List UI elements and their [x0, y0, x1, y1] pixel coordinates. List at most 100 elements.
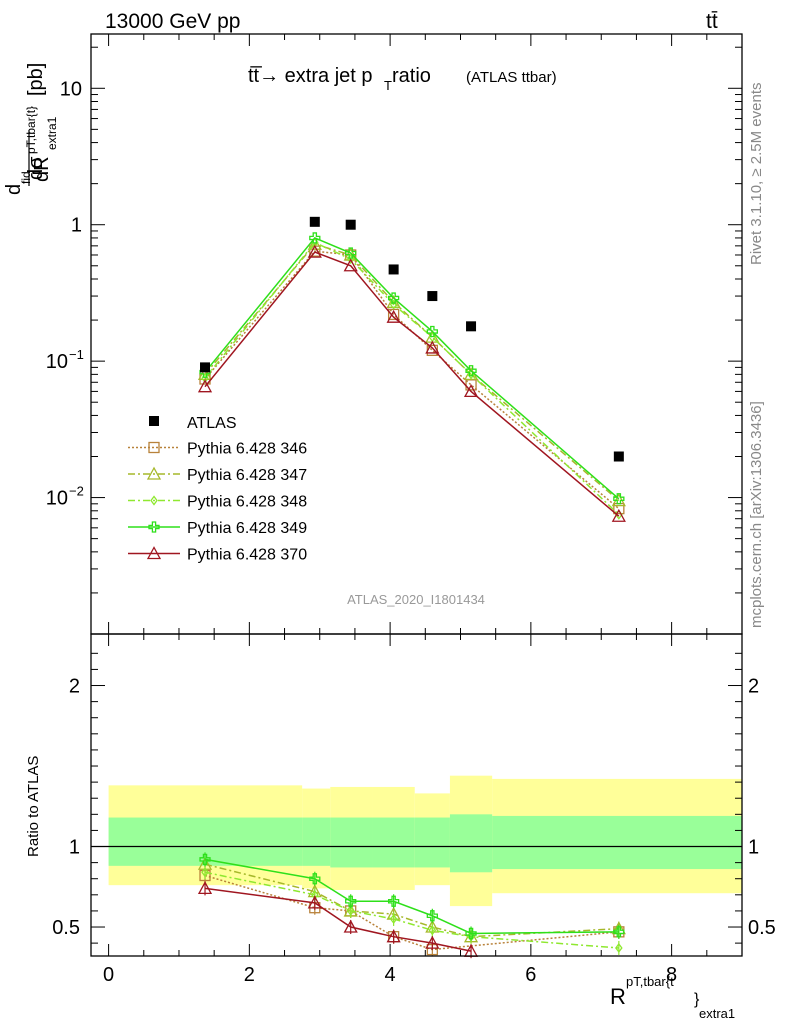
legend-marker-data: [149, 416, 159, 426]
ratio-point: [386, 929, 401, 943]
series-point: [307, 244, 322, 258]
ratio-line: [204, 874, 619, 951]
legend-marker: [146, 546, 162, 560]
title-note: (ATLAS ttbar): [466, 69, 557, 86]
series-line: [204, 251, 620, 517]
series-point: [345, 247, 357, 259]
ratio-point: [199, 853, 211, 866]
legend-marker: [146, 466, 162, 480]
ratio-point: [615, 942, 623, 954]
ratio-point: [465, 927, 477, 940]
legend-label: Pythia 6.428 346: [187, 441, 307, 458]
rivet-version-label: Rivet 3.1.10, ≥ 2.5M events: [748, 83, 765, 266]
ratio-ylabel: Ratio to ATLAS: [25, 756, 42, 857]
series-line: [204, 237, 620, 500]
series-point: [463, 384, 479, 398]
main-ylabel-unit: [pb]: [25, 63, 47, 96]
x-tick-label: 0: [103, 964, 114, 986]
data-point: [200, 362, 211, 373]
series-point: [197, 379, 213, 393]
ratio-y-tick-label: 0.5: [52, 917, 80, 939]
ratio-band-green: [492, 815, 742, 870]
legend-marker: [148, 441, 160, 454]
ratio-point: [201, 867, 209, 878]
ratio-band-green: [449, 814, 493, 873]
chart-title: tt̅→ extra jet p T ratio (ATLAS ttbar): [248, 65, 557, 93]
ratio-y-tick-label: 1: [69, 837, 80, 859]
series-line: [204, 250, 620, 510]
series-line: [204, 243, 620, 502]
ratio-band-green: [302, 817, 331, 866]
y-tick-exponent: −2: [69, 484, 84, 499]
xlabel-main: R: [610, 984, 626, 1009]
y-tick-label: 10: [46, 488, 68, 510]
xlabel: R pT,tbar{t } extra1: [610, 974, 735, 1021]
ratio-point: [343, 919, 358, 933]
header-energy: 13000 GeV pp: [105, 10, 240, 33]
ratio-point: [387, 895, 400, 907]
ratio-band-green: [414, 817, 450, 868]
svg-text:dσ: dσ: [25, 156, 47, 180]
y-tick-label: 1: [71, 215, 82, 237]
x-tick-label: 2: [244, 964, 255, 986]
ratio-point: [197, 881, 213, 895]
title-rest: ratio: [392, 65, 431, 87]
ratio-point: [346, 905, 355, 917]
svg-text:extra1: extra1: [45, 116, 59, 150]
ratio-point: [309, 873, 321, 885]
series-point: [426, 325, 438, 338]
series-point: [611, 508, 626, 522]
ratio-panel: 0 2 4 6 8 2 2 1 1 0.5 0.5: [52, 633, 776, 986]
main-ylabel: d dσ fid dR pT,tbar{t} extra1 [pb]: [3, 63, 59, 195]
legend-entry-1: Pythia 6.428 346: [128, 441, 307, 458]
ratio-band-green: [372, 817, 415, 868]
series-5: [197, 244, 626, 522]
legend-label: Pythia 6.428 349: [187, 520, 307, 537]
ratio-point: [613, 926, 625, 938]
data-point: [345, 219, 356, 230]
series-point: [613, 493, 625, 505]
ratio-y-tick-label-right: 0.5: [748, 917, 776, 939]
ratio-point: [389, 913, 398, 925]
ratio-point: [426, 910, 438, 922]
ratio-point: [307, 895, 322, 909]
legend-label: Pythia 6.428 370: [187, 547, 307, 564]
ratio-band-green: [330, 817, 373, 868]
series-point: [386, 309, 401, 323]
svg-text:pT,tbar{t}: pT,tbar{t}: [24, 106, 38, 154]
data-point: [427, 291, 438, 302]
legend-label: Pythia 6.428 347: [187, 467, 307, 484]
x-tick-label: 8: [666, 964, 677, 986]
legend-entry-2: Pythia 6.428 347: [128, 466, 307, 484]
legend: ATLAS Pythia 6.428 346 Pythia 6.428 347 Pyt…: [128, 415, 307, 564]
data-point: [466, 321, 477, 332]
legend-entry-5: Pythia 6.428 370: [128, 546, 307, 564]
x-tick-label: 4: [385, 964, 396, 986]
ratio-frame: [90, 633, 743, 957]
data-point: [613, 451, 624, 462]
ratio-y-tick-label: 2: [69, 676, 80, 698]
series-point: [307, 236, 322, 250]
series-2: [197, 236, 626, 507]
legend-marker: [150, 495, 158, 506]
y-tick-exponent: −1: [69, 347, 84, 362]
legend-entry-data: ATLAS: [149, 415, 237, 432]
ratio-line: [204, 887, 472, 952]
legend-label-data: ATLAS: [187, 415, 237, 432]
main-frame: [90, 33, 743, 635]
mcplots-label: mcplots.cern.ch [arXiv:1306.3436]: [748, 401, 765, 628]
title-subscript: T: [384, 78, 392, 93]
data-point: [388, 264, 399, 275]
series-point: [465, 365, 477, 377]
svg-text:d: d: [3, 184, 25, 195]
series-point: [425, 340, 440, 354]
data-point: [309, 216, 320, 227]
ratio-series-4: [199, 852, 625, 941]
xlabel-superscript: pT,tbar{t: [626, 974, 674, 989]
legend-label: Pythia 6.428 348: [187, 494, 307, 511]
legend-entry-4: Pythia 6.428 349: [128, 520, 307, 537]
series-point: [387, 292, 400, 304]
series-point: [343, 258, 358, 272]
